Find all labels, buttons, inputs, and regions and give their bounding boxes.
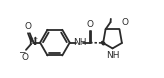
Text: O: O — [22, 53, 29, 62]
Text: +: + — [33, 37, 38, 41]
Text: NH: NH — [106, 51, 119, 60]
Text: O: O — [87, 20, 94, 29]
Text: O: O — [122, 18, 129, 27]
Text: N: N — [28, 37, 36, 47]
Text: O: O — [24, 22, 31, 31]
Text: −: − — [18, 48, 25, 57]
Text: NH: NH — [73, 38, 86, 47]
